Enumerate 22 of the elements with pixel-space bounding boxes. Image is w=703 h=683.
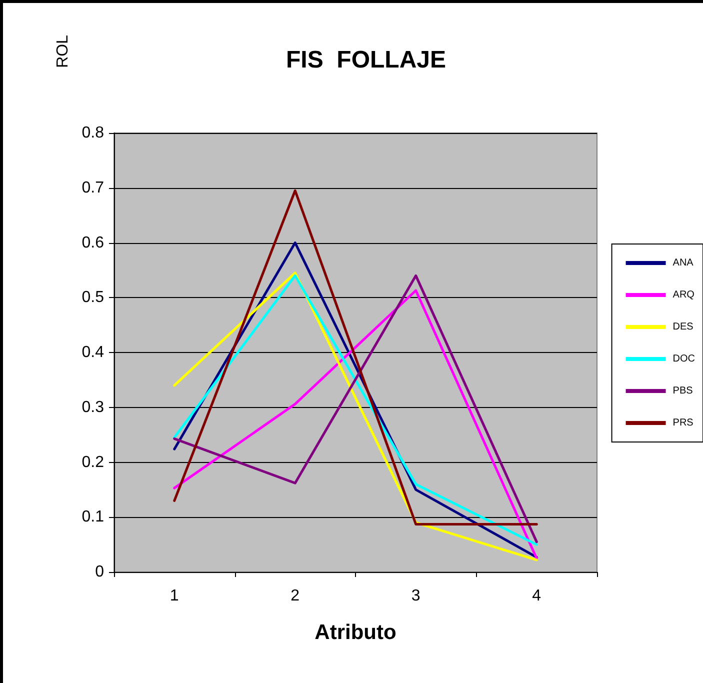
chart-title: FIS FOLLAJE xyxy=(286,46,446,74)
y-tick-label: 0 xyxy=(95,564,104,580)
y-axis-title: ROL xyxy=(54,34,72,68)
y-tick-label: 0.4 xyxy=(82,344,104,361)
x-tick-label: 3 xyxy=(411,588,420,604)
y-tick-label: 0.6 xyxy=(82,234,104,252)
y-tick-label: 0.5 xyxy=(82,289,104,306)
y-tick-label: 0.8 xyxy=(82,124,104,142)
y-tick-label: 0.1 xyxy=(82,508,104,526)
y-tick-label: 0.3 xyxy=(82,398,104,416)
legend-label: ANA xyxy=(672,258,694,268)
x-tick-label: 2 xyxy=(290,588,300,604)
x-tick-label: 1 xyxy=(170,588,179,604)
x-tick-label: 4 xyxy=(532,588,542,604)
legend-label: DES xyxy=(672,322,694,332)
legend-label: PRS xyxy=(672,418,694,428)
y-tick-label: 0.2 xyxy=(82,454,104,471)
legend-label: PBS xyxy=(672,386,694,396)
legend-label: ARQ xyxy=(672,290,695,300)
legend-label: DOC xyxy=(672,354,696,364)
y-tick-label: 0.7 xyxy=(82,179,104,196)
x-axis-title: Atributo xyxy=(314,621,396,644)
